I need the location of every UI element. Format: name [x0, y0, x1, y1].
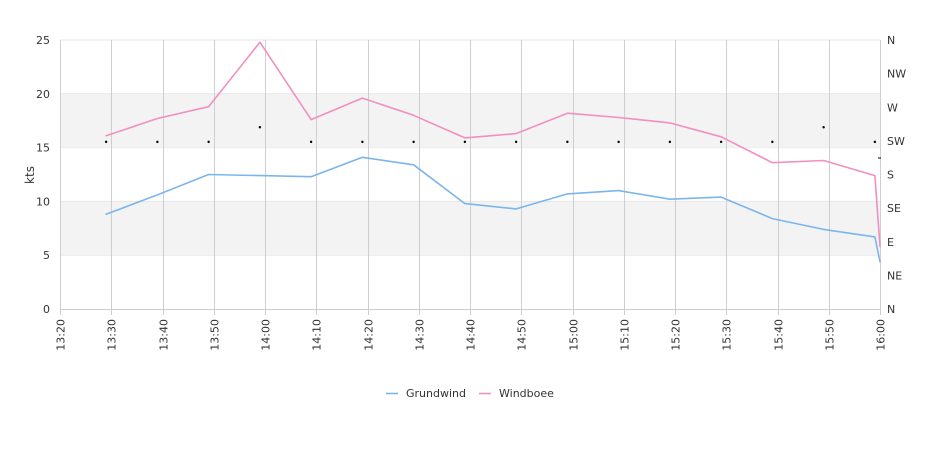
- direction-marker: [104, 140, 108, 144]
- direction-marker: [822, 126, 825, 129]
- direction-marker: [566, 140, 569, 144]
- y-tick-label: 20: [36, 88, 50, 101]
- direction-marker: [617, 140, 620, 144]
- direction-tick-label: NW: [887, 68, 906, 81]
- direction-marker: [771, 140, 774, 144]
- x-tick-label: 14:20: [363, 319, 376, 351]
- x-tick-label: 14:10: [311, 319, 324, 351]
- y-tick-label: 5: [43, 249, 50, 262]
- direction-marker: [156, 140, 159, 144]
- x-axis: 13:20 13:30 13:40 13:50 14:00 14:10 14:20 14:30…: [55, 309, 888, 351]
- x-tick-label: 13:30: [106, 319, 119, 351]
- x-tick-label: 15:40: [773, 319, 786, 351]
- y-axis-title: kts: [23, 166, 37, 184]
- direction-marker: [668, 140, 672, 144]
- direction-marker: [309, 140, 313, 144]
- y-tick-label: 10: [36, 195, 50, 208]
- direction-tick-label: N: [887, 303, 895, 316]
- legend-label-grundwind: Grundwind: [406, 387, 466, 400]
- legend-label-windboee: Windboee: [499, 387, 554, 400]
- series-lines: [105, 41, 881, 263]
- x-tick-label: 15:20: [670, 319, 683, 351]
- direction-tick-label: E: [887, 236, 894, 249]
- series-line-grundwind: [105, 156, 881, 263]
- x-tick-label: 13:50: [209, 319, 222, 351]
- direction-tick-label: SW: [887, 135, 905, 148]
- direction-marker: [514, 140, 518, 144]
- x-tick-label: 13:20: [55, 319, 68, 351]
- x-tick-label: 14:30: [414, 319, 427, 351]
- direction-marker: [207, 140, 210, 144]
- x-tick-label: 15:50: [824, 319, 837, 351]
- x-tick-label: 15:10: [619, 319, 632, 351]
- vertical-gridlines: [60, 40, 881, 315]
- y-tick-label: 25: [36, 34, 50, 47]
- x-tick-label: 16:00: [875, 319, 888, 351]
- direction-marker: [873, 140, 877, 144]
- x-tick-label: 13:40: [158, 319, 171, 351]
- direction-axis: N NE E SE S SW W NW N: [887, 34, 906, 316]
- y-tick-label: 0: [43, 303, 50, 316]
- direction-tick-label: NE: [887, 269, 902, 282]
- series-line-windboee: [105, 41, 881, 248]
- direction-marker: [463, 140, 467, 144]
- legend: Grundwind Windboee: [386, 387, 554, 400]
- x-tick-label: 14:00: [260, 319, 273, 351]
- x-tick-label: 15:30: [721, 319, 734, 351]
- direction-markers: [104, 126, 881, 159]
- direction-tick-label: N: [887, 34, 895, 47]
- x-tick-label: 14:40: [465, 319, 478, 351]
- direction-tick-label: W: [887, 101, 898, 114]
- y-tick-label: 15: [36, 142, 50, 155]
- x-tick-label: 14:50: [516, 319, 529, 351]
- x-tick-label: 15:00: [568, 319, 581, 351]
- y-axis: 0 5 10 15 20 25: [36, 34, 50, 316]
- direction-tick-label: SE: [887, 202, 901, 215]
- direction-tick-label: S: [887, 169, 894, 182]
- direction-marker: [719, 140, 723, 144]
- direction-marker: [412, 140, 415, 144]
- direction-marker: [361, 140, 364, 144]
- direction-marker: [258, 126, 262, 129]
